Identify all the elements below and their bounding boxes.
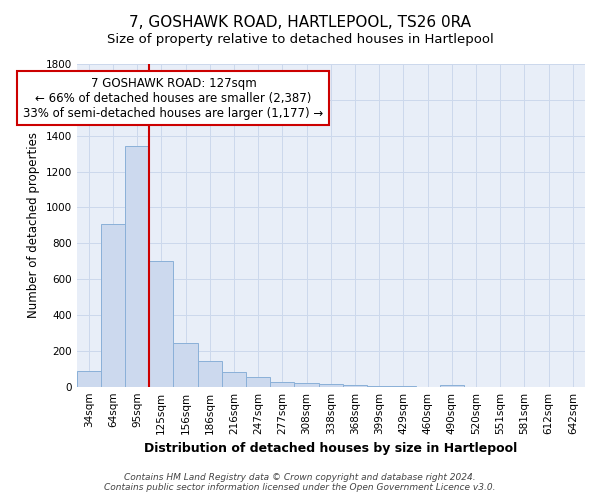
Bar <box>149 261 173 386</box>
Text: 7 GOSHAWK ROAD: 127sqm
← 66% of detached houses are smaller (2,387)
33% of semi-: 7 GOSHAWK ROAD: 127sqm ← 66% of detached… <box>23 76 323 120</box>
Bar <box>270 382 295 386</box>
Bar <box>319 384 343 386</box>
Bar <box>246 378 270 386</box>
Bar <box>77 370 101 386</box>
Bar <box>197 361 222 386</box>
Text: Size of property relative to detached houses in Hartlepool: Size of property relative to detached ho… <box>107 32 493 46</box>
Bar <box>125 146 149 386</box>
Bar <box>343 385 367 386</box>
X-axis label: Distribution of detached houses by size in Hartlepool: Distribution of detached houses by size … <box>144 442 517 455</box>
Bar <box>295 383 319 386</box>
Text: 7, GOSHAWK ROAD, HARTLEPOOL, TS26 0RA: 7, GOSHAWK ROAD, HARTLEPOOL, TS26 0RA <box>129 15 471 30</box>
Bar <box>440 384 464 386</box>
Bar <box>222 372 246 386</box>
Text: Contains HM Land Registry data © Crown copyright and database right 2024.
Contai: Contains HM Land Registry data © Crown c… <box>104 473 496 492</box>
Bar <box>101 224 125 386</box>
Bar <box>173 343 197 386</box>
Y-axis label: Number of detached properties: Number of detached properties <box>27 132 40 318</box>
